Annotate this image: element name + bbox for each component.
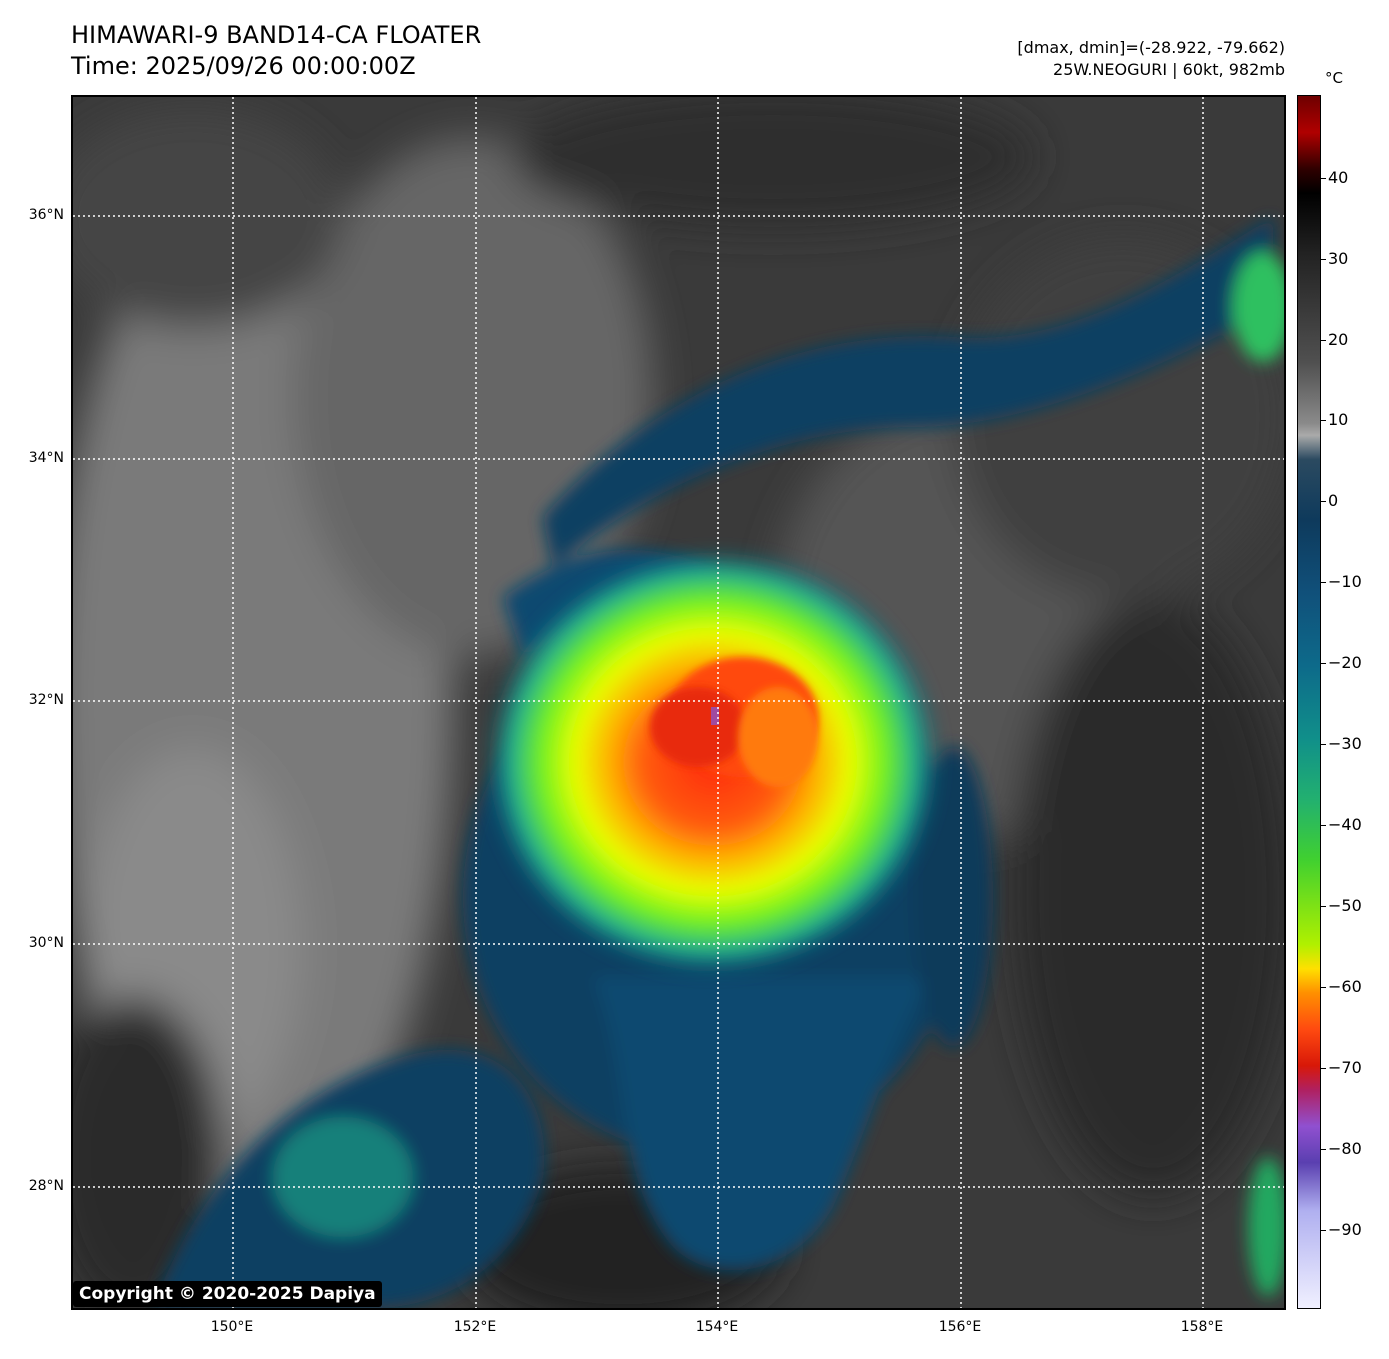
colorbar-tickmark (1321, 825, 1326, 826)
colorbar-tick-minus-30: −30 (1328, 734, 1362, 753)
colorbar-tick-0: 0 (1328, 491, 1339, 510)
temperature-colorbar (1297, 95, 1321, 1309)
copyright-badge: Copyright © 2020-2025 Dapiya (73, 1281, 382, 1307)
data-range-text: [dmax, dmin]=(-28.922, -79.662) (1017, 38, 1285, 57)
colorbar-tickmark (1321, 1149, 1326, 1150)
lat-label-36: 36°N (28, 207, 64, 223)
satellite-imagery (73, 97, 1284, 1308)
lon-label-158: 158°E (1180, 1319, 1224, 1335)
background-clouds (73, 97, 1284, 1308)
colorbar-tickmark (1321, 1230, 1326, 1231)
colorbar-tickmark (1321, 744, 1326, 745)
colorbar-tickmark (1321, 582, 1326, 583)
lon-label-154: 154°E (695, 1319, 739, 1335)
colorbar-tick-30: 30 (1328, 249, 1349, 268)
colorbar-tickmark (1321, 178, 1326, 179)
colorbar-tick-minus-20: −20 (1328, 653, 1362, 672)
colorbar-tick-minus-90: −90 (1328, 1220, 1362, 1239)
lat-label-32: 32°N (28, 692, 64, 708)
lon-label-152: 152°E (453, 1319, 497, 1335)
colorbar-tick-minus-70: −70 (1328, 1058, 1362, 1077)
colorbar-tick-10: 10 (1328, 410, 1349, 429)
colorbar-tick-minus-60: −60 (1328, 977, 1362, 996)
colorbar-tickmark (1321, 663, 1326, 664)
colorbar-tickmark (1321, 501, 1326, 502)
colorbar-tick-minus-50: −50 (1328, 896, 1362, 915)
colorbar-tickmark (1321, 1068, 1326, 1069)
map-gridlines (73, 97, 1284, 1308)
colorbar-tickmark (1321, 259, 1326, 260)
storm-info-text: 25W.NEOGURI | 60kt, 982mb (1053, 60, 1285, 79)
colorbar-tick-minus-40: −40 (1328, 815, 1362, 834)
colorbar-tickmark (1321, 906, 1326, 907)
satellite-map[interactable] (71, 95, 1286, 1310)
colorbar-tickmark (1321, 420, 1326, 421)
lat-label-30: 30°N (28, 935, 64, 951)
lon-label-156: 156°E (938, 1319, 982, 1335)
lat-label-28: 28°N (28, 1178, 64, 1194)
storm-core (483, 547, 943, 977)
colorbar-tickmark (1321, 340, 1326, 341)
colorbar-tickmark (1321, 987, 1326, 988)
plot-time: Time: 2025/09/26 00:00:00Z (71, 52, 416, 80)
colorbar-tick-minus-10: −10 (1328, 572, 1362, 591)
plot-title: HIMAWARI-9 BAND14-CA FLOATER (71, 21, 482, 49)
colorbar-unit: °C (1325, 69, 1343, 87)
colorbar-tick-40: 40 (1328, 168, 1349, 187)
colorbar-tick-20: 20 (1328, 330, 1349, 349)
lon-label-150: 150°E (210, 1319, 254, 1335)
lat-label-34: 34°N (28, 450, 64, 466)
colorbar-tick-minus-80: −80 (1328, 1139, 1362, 1158)
